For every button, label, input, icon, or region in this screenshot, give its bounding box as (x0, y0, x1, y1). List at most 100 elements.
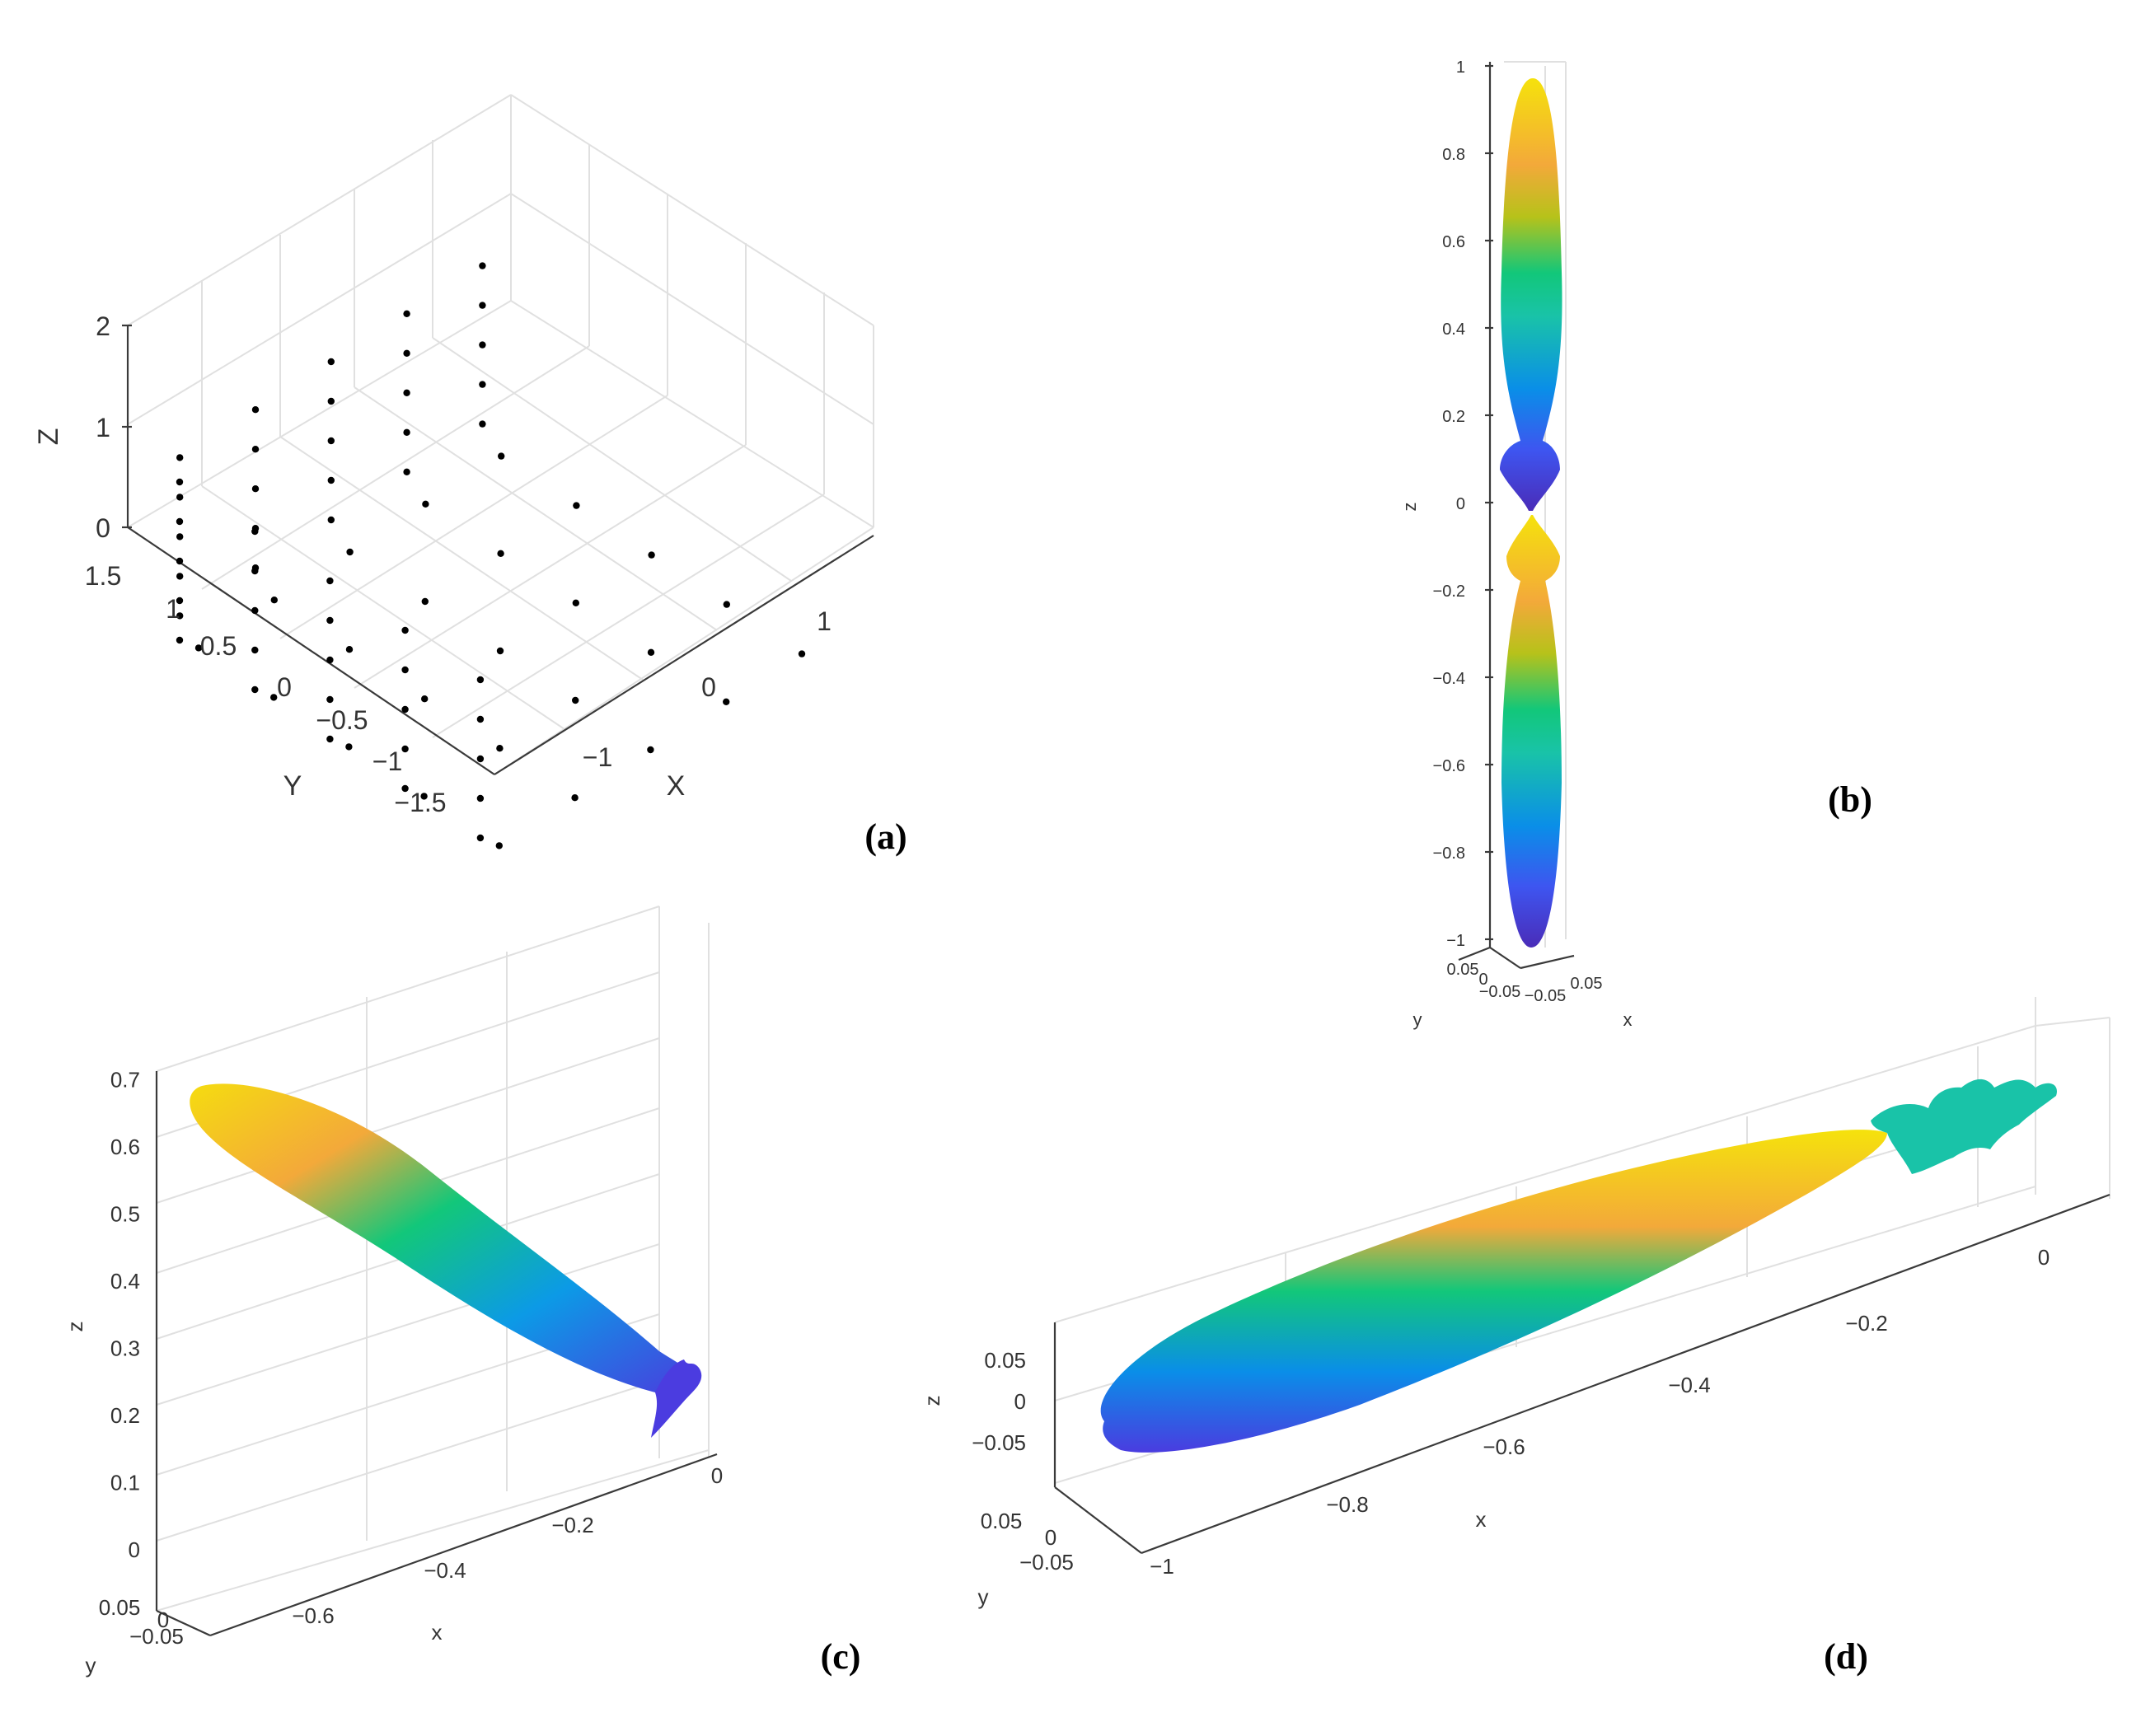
panel-a: 012−1.5−1−0.500.511.5−101 Z Y X (a) (33, 94, 907, 857)
panel-a-point-48 (176, 517, 184, 526)
panel-a-point-33 (401, 666, 409, 674)
panel-a-point-22 (648, 551, 655, 559)
panel-b: −1−0.8−0.6−0.4−0.200.20.40.60.81−0.05 0.0… (1399, 58, 1872, 1030)
panel-a-grid (127, 94, 874, 775)
panel-d-xtick: −0.4 (1668, 1373, 1710, 1397)
panel-b-ztick: −0.2 (1433, 583, 1465, 601)
panel-b-ylabel: y (1413, 1009, 1422, 1030)
panel-d-ytick: 0.05 (981, 1509, 1023, 1533)
panel-d-xtick: −0.8 (1326, 1492, 1368, 1517)
panel-a-point-41 (251, 646, 259, 654)
panel-a-point-31 (401, 745, 409, 753)
panel-a-points (176, 262, 806, 849)
panel-a-point-51 (176, 573, 184, 580)
panel-d-axes (1053, 1193, 2110, 1555)
panel-d-ztick: −0.05 (972, 1430, 1026, 1455)
panel-a-point-20 (798, 650, 806, 657)
panel-c-label: (c) (821, 1636, 861, 1677)
panel-c-xtick: −0.4 (424, 1558, 466, 1583)
panel-a-point-26 (476, 794, 485, 802)
panel-b-ytick: 0.05 (1447, 961, 1479, 979)
panel-b-tick-labels: −1−0.8−0.6−0.4−0.200.20.40.60.81−0.05 0.0… (1433, 58, 1603, 1005)
panel-c-ztick: 0.4 (110, 1269, 140, 1294)
panel-a-point-16 (647, 648, 655, 656)
panel-d-xtick: −1 (1150, 1554, 1174, 1579)
panel-a-point-42 (251, 606, 259, 615)
panel-b-ztick: 0.6 (1442, 233, 1465, 251)
panel-a-point-30 (401, 784, 409, 793)
panel-a-point-5 (571, 794, 579, 802)
panel-b-ztick: −0.4 (1433, 670, 1465, 688)
panel-a-point-60 (327, 516, 335, 524)
panel-c-ztick: 0.3 (110, 1336, 140, 1361)
panel-d-xlabel: x (1476, 1507, 1487, 1532)
panel-c-xtick: −0.2 (551, 1513, 593, 1537)
panel-a-point-38 (326, 616, 334, 625)
panel-c-main-lobe (190, 1083, 701, 1392)
panel-b-ytick: 0 (1478, 971, 1487, 989)
panel-c-tick-labels: 0 0.1 0.2 0.3 0.4 0.5 0.6 0.7 −0.6 −0.4 −0.2 0 0.05 0… (99, 1068, 724, 1649)
panel-a-point-69 (403, 310, 410, 317)
panel-c-axes (155, 1071, 718, 1637)
panel-a-ytick: 1.5 (85, 561, 121, 591)
panel-a-ztick: 1 (96, 413, 110, 442)
panel-a-ylabel: Y (283, 770, 302, 802)
panel-c: 0 0.1 0.2 0.3 0.4 0.5 0.6 0.7 −0.6 −0.4 −0.2 0 0.05 0… (63, 905, 861, 1678)
panel-c-ztick: 0.6 (110, 1135, 140, 1159)
panel-a-point-71 (479, 381, 486, 388)
panel-a-point-4 (194, 644, 203, 652)
panel-b-ztick: −1 (1446, 932, 1465, 950)
panel-a-point-65 (403, 468, 410, 475)
panel-a-point-53 (176, 494, 184, 501)
panel-a-point-14 (346, 548, 354, 556)
panel-a-point-32 (401, 705, 409, 714)
panel-a-point-29 (476, 676, 485, 684)
panel-c-ztick: 0.1 (110, 1471, 140, 1495)
panel-a-point-63 (327, 397, 335, 405)
panel-c-side-lobes (651, 1359, 702, 1438)
panel-b-ztick: −0.6 (1433, 757, 1465, 775)
panel-d-main-lobe (1100, 1130, 1887, 1453)
panel-a-point-58 (251, 446, 260, 453)
panel-a-point-50 (176, 612, 184, 620)
panel-a-point-39 (326, 577, 334, 585)
panel-a-point-9 (270, 597, 278, 604)
panel-d-side-lobes (1871, 1079, 2057, 1174)
panel-a-point-6 (496, 745, 504, 752)
panel-b-ztick: 0.8 (1442, 146, 1465, 164)
panel-c-ztick: 0.7 (110, 1068, 140, 1093)
panel-a-point-11 (572, 696, 579, 704)
panel-a-point-68 (403, 349, 410, 357)
panel-a-point-59 (251, 406, 260, 414)
panel-d-ytick: −0.05 (1019, 1550, 1074, 1575)
panel-a-ytick: 0 (277, 672, 292, 702)
panel-a-point-56 (251, 525, 260, 532)
panel-a-point-57 (251, 485, 260, 493)
panel-a-point-35 (326, 735, 334, 743)
panel-a-label: (a) (864, 817, 907, 857)
panel-a-xlabel: X (667, 770, 686, 802)
panel-a-ytick: −0.5 (316, 705, 368, 735)
panel-a-point-2 (345, 743, 353, 751)
panel-d-xtick: 0 (2038, 1245, 2050, 1270)
panel-a-point-17 (572, 599, 579, 606)
panel-a-point-37 (326, 656, 334, 664)
panel-a-ytick: −1.5 (394, 788, 446, 817)
panel-b-zlabel: z (1399, 503, 1420, 512)
panel-b-xlabel: x (1623, 1009, 1633, 1030)
panel-c-ytick: −0.05 (129, 1624, 184, 1649)
panel-a-point-70 (479, 420, 486, 428)
panel-b-xtick: 0.05 (1571, 975, 1603, 993)
panel-a-ztick: 2 (96, 311, 110, 341)
panel-a-point-45 (176, 636, 184, 644)
panel-a-point-0 (495, 842, 503, 849)
panel-a-point-19 (422, 500, 429, 508)
panel-a-point-12 (496, 647, 504, 655)
panel-d-label: (d) (1824, 1636, 1868, 1677)
panel-a-point-18 (497, 550, 504, 557)
panel-d-ylabel: y (978, 1584, 989, 1609)
panel-a-point-34 (401, 626, 409, 634)
panel-a-point-72 (479, 341, 486, 349)
